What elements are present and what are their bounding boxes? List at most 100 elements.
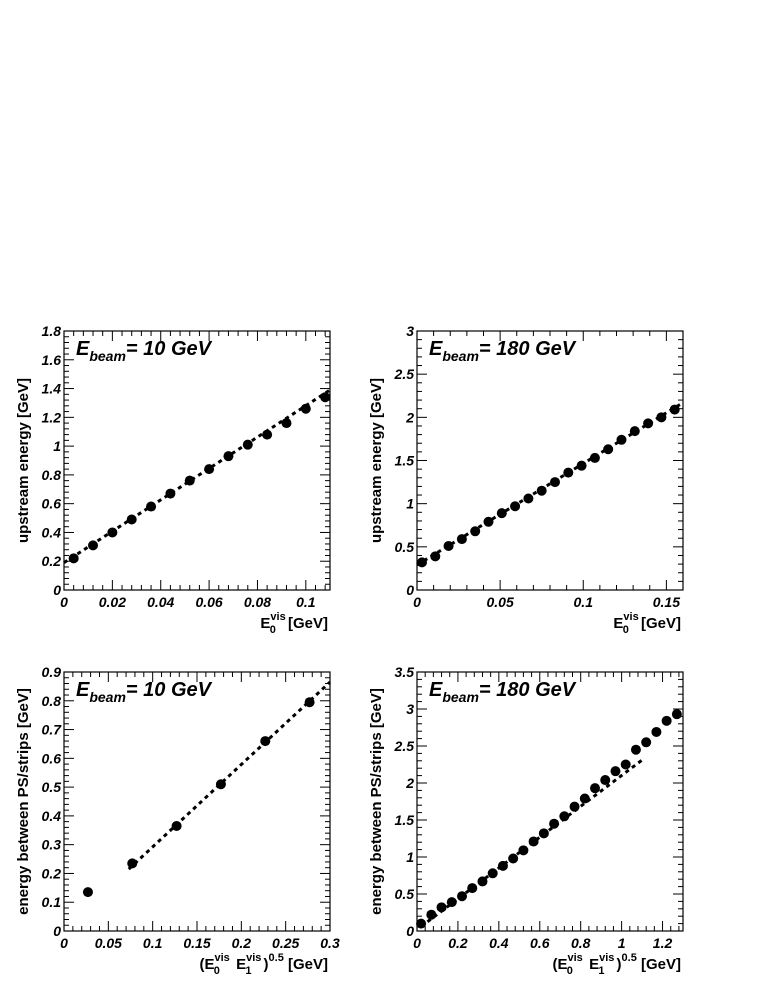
x-tick-label: 0.05 bbox=[487, 594, 514, 610]
y-tick-label: 1.5 bbox=[395, 453, 415, 469]
x-axis-superscript-2: vis bbox=[246, 952, 261, 964]
y-tick-label: 0.9 bbox=[42, 664, 62, 680]
data-point bbox=[620, 759, 631, 770]
plot-frame bbox=[416, 330, 684, 591]
x-axis-unit: [GeV] bbox=[637, 956, 681, 973]
y-tick-label: 3 bbox=[406, 323, 414, 339]
x-tick-label: 0.2 bbox=[232, 935, 252, 951]
data-point bbox=[146, 501, 157, 512]
x-axis-superscript-2: vis bbox=[599, 952, 614, 964]
data-point bbox=[496, 508, 507, 519]
data-point bbox=[171, 820, 182, 831]
x-axis-superscript: vis bbox=[623, 611, 638, 623]
y-tick-label: 0.6 bbox=[42, 496, 62, 512]
data-point bbox=[671, 709, 682, 720]
y-tick-label: 0.4 bbox=[42, 524, 62, 540]
data-point bbox=[563, 467, 574, 478]
plot-frame bbox=[63, 330, 331, 591]
x-tick-label: 0.15 bbox=[183, 935, 210, 951]
y-tick-label: 0.2 bbox=[42, 865, 62, 881]
x-axis-symbol: E bbox=[260, 615, 270, 632]
data-point bbox=[127, 858, 138, 869]
data-point bbox=[107, 527, 118, 538]
x-axis-subscript: 0 bbox=[270, 624, 276, 636]
data-point bbox=[549, 818, 560, 829]
data-point bbox=[643, 418, 654, 429]
data-point bbox=[416, 557, 427, 568]
x-tick-label: 0.15 bbox=[653, 594, 680, 610]
x-axis-title: Evis 0 [GeV] bbox=[260, 611, 328, 636]
y-tick-label: 0 bbox=[53, 923, 61, 939]
data-point bbox=[426, 909, 437, 920]
y-tick-label: 2.5 bbox=[394, 738, 415, 754]
x-axis-unit: [GeV] bbox=[637, 615, 681, 632]
fit-line bbox=[63, 388, 331, 564]
data-point bbox=[661, 715, 672, 726]
y-tick-label: 1.6 bbox=[42, 352, 62, 368]
x-axis-title: Evis 0 [GeV] bbox=[613, 611, 681, 636]
beam-symbol: E bbox=[429, 338, 443, 360]
x-axis-symbol: E bbox=[613, 615, 623, 632]
y-tick-label: 0.2 bbox=[42, 553, 62, 569]
data-point bbox=[497, 860, 508, 871]
y-tick-label: 0.8 bbox=[42, 693, 62, 709]
data-point bbox=[215, 779, 226, 790]
data-point bbox=[518, 845, 529, 856]
x-tick-label: 0.2 bbox=[448, 935, 468, 951]
y-tick-label: 1.5 bbox=[395, 812, 415, 828]
beam-symbol: E bbox=[76, 338, 90, 360]
data-point bbox=[260, 736, 271, 747]
y-tick-label: 0 bbox=[406, 582, 414, 598]
y-tick-label: 1 bbox=[406, 496, 414, 512]
beam-energy-label: Ebeam= 180 GeV bbox=[429, 679, 577, 705]
y-tick-label: 0.8 bbox=[42, 467, 62, 483]
x-axis-subscript: 0 bbox=[567, 965, 573, 977]
data-point bbox=[656, 412, 667, 423]
x-tick-label: 0 bbox=[60, 935, 68, 951]
data-point bbox=[184, 475, 195, 486]
y-tick-label: 3.5 bbox=[395, 664, 415, 680]
x-axis-close-paren: ) bbox=[617, 956, 622, 973]
data-point bbox=[651, 726, 662, 737]
data-point bbox=[68, 553, 79, 564]
data-point bbox=[204, 464, 215, 475]
plot-frame bbox=[416, 671, 684, 932]
beam-value: = 10 GeV bbox=[126, 679, 213, 701]
y-tick-label: 2 bbox=[405, 775, 414, 791]
x-tick-label: 0.1 bbox=[574, 594, 594, 610]
data-point bbox=[523, 493, 534, 504]
data-point bbox=[416, 918, 427, 929]
x-tick-label: 0.08 bbox=[244, 594, 271, 610]
x-axis-title: (Evis 0 Evis 1)0.5 [GeV] bbox=[552, 952, 681, 977]
data-point bbox=[536, 485, 547, 496]
y-tick-label: 0 bbox=[406, 923, 414, 939]
y-tick-label: 2 bbox=[405, 409, 414, 425]
x-tick-label: 0 bbox=[413, 594, 421, 610]
data-point bbox=[610, 766, 621, 777]
x-axis-power: 0.5 bbox=[269, 952, 284, 964]
data-point bbox=[430, 551, 441, 562]
data-point bbox=[629, 426, 640, 437]
data-point bbox=[320, 392, 331, 403]
x-axis-power: 0.5 bbox=[622, 952, 637, 964]
x-axis-subscript: 0 bbox=[214, 965, 220, 977]
fit-line bbox=[416, 401, 684, 567]
data-point bbox=[630, 744, 641, 755]
x-axis-superscript: vis bbox=[214, 952, 229, 964]
y-tick-label: 0.6 bbox=[42, 750, 62, 766]
y-tick-label: 0.5 bbox=[395, 886, 415, 902]
x-axis-title: (Evis 0 Evis 1)0.5 [GeV] bbox=[199, 952, 328, 977]
x-axis-symbol-2: E bbox=[585, 956, 599, 973]
x-tick-label: 1.2 bbox=[653, 935, 673, 951]
y-tick-label: 0.3 bbox=[42, 837, 62, 853]
y-tick-label: 1 bbox=[53, 438, 61, 454]
data-point bbox=[510, 501, 521, 512]
data-point bbox=[88, 540, 99, 551]
x-tick-label: 1 bbox=[618, 935, 626, 951]
data-point bbox=[538, 828, 549, 839]
y-tick-label: 0.7 bbox=[42, 722, 63, 738]
x-axis-unit: [GeV] bbox=[284, 956, 328, 973]
x-axis-subscript-2: 1 bbox=[598, 965, 604, 977]
data-point bbox=[262, 429, 273, 440]
